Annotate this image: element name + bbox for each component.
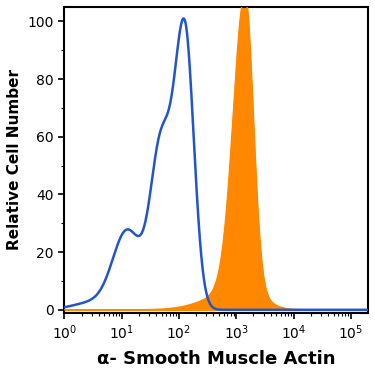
- Y-axis label: Relative Cell Number: Relative Cell Number: [7, 69, 22, 251]
- X-axis label: α- Smooth Muscle Actin: α- Smooth Muscle Actin: [97, 350, 335, 368]
